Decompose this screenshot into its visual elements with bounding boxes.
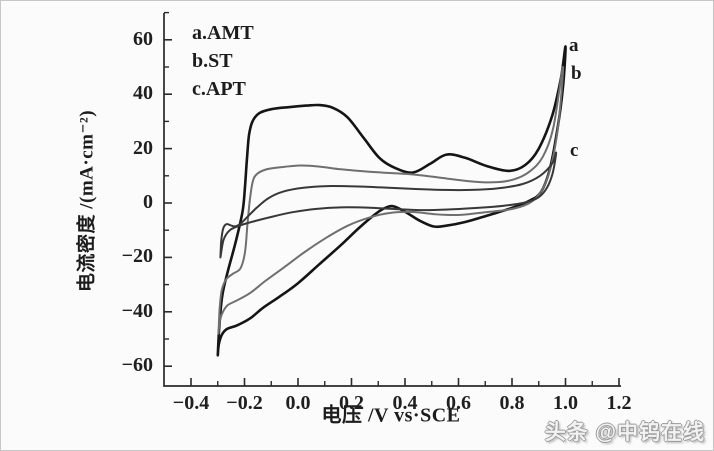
y-tick-label: 20 [133,136,153,159]
x-tick-label: 1.0 [553,392,578,414]
y-axis-label: 电流密度 /(mA·cm⁻²) [76,109,98,293]
x-tick-label: 0.6 [446,392,471,414]
legend-item-c: c.APT [192,78,246,100]
legend-item-a: a.AMT [192,22,254,44]
curve-label-b: b [571,63,582,84]
x-tick-label: 0.2 [339,392,364,414]
y-tick-label: −40 [121,299,153,322]
legend: a.AMT b.ST c.APT [192,19,254,103]
y-tick-label: −60 [121,354,153,377]
legend-item-b: b.ST [192,50,233,72]
x-tick-label: 0.4 [392,392,418,414]
x-tick-label: −0.2 [226,392,263,414]
y-tick-label: 60 [133,27,153,50]
x-tick-label: 0.0 [285,392,311,414]
x-tick-label: 0.8 [499,392,525,414]
curve-b [217,65,565,335]
curve-label-a: a [569,35,579,56]
curve-c [219,151,558,259]
axes [163,13,621,387]
y-tick-label: 40 [133,82,153,105]
x-axis-label: 电压 /V vs·SCE [321,404,461,427]
x-tick-label: 1.2 [606,392,632,414]
y-tick-label: −20 [121,245,153,268]
x-tick-label: −0.4 [172,392,210,414]
curve-label-c: c [570,140,579,161]
y-tick-label: 0 [143,191,153,213]
watermark: 头条 @中钨在线 [544,421,705,444]
curve-a [216,45,567,357]
